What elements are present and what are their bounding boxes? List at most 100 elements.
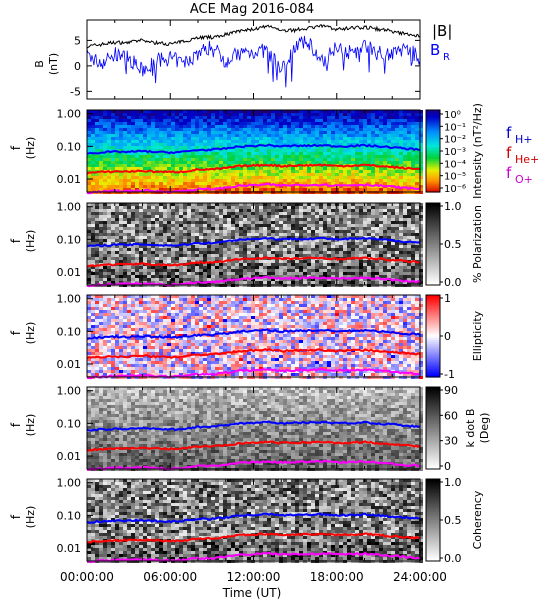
heatmap-cell (223, 230, 227, 233)
heatmap-cell (387, 158, 391, 161)
heatmap-cell (223, 269, 227, 272)
heatmap-cell (355, 245, 359, 248)
heatmap-cell (151, 125, 155, 128)
heatmap-cell (107, 212, 111, 215)
heatmap-cell (99, 230, 103, 233)
heatmap-cell (179, 203, 183, 206)
heatmap-cell (399, 116, 403, 119)
heatmap-cell (387, 221, 391, 224)
heatmap-cell (99, 188, 103, 191)
heatmap-cell (399, 245, 403, 248)
heatmap-cell (275, 143, 279, 146)
heatmap-cell (119, 182, 123, 185)
heatmap-cell (315, 230, 319, 233)
heatmap-cell (203, 131, 207, 134)
heatmap-cell (87, 167, 91, 170)
heatmap-cell (323, 227, 327, 230)
heatmap-cell (303, 140, 307, 143)
heatmap-cell (283, 143, 287, 146)
heatmap-cell (363, 209, 367, 212)
heatmap-cell (415, 227, 419, 230)
heatmap-cell (271, 143, 275, 146)
heatmap-cell (223, 179, 227, 182)
colorbar-tick-label: 10⁻³ (444, 147, 466, 158)
heatmap-cell (255, 128, 259, 131)
heatmap-cell (219, 251, 223, 254)
heatmap-cell (343, 275, 347, 278)
heatmap-cell (195, 221, 199, 224)
heatmap-cell (95, 128, 99, 131)
heatmap-cell (403, 248, 407, 251)
heatmap-cell (419, 140, 423, 143)
heatmap-cell (263, 155, 267, 158)
heatmap-cell (403, 128, 407, 131)
heatmap-cell (339, 239, 343, 242)
heatmap-cell (211, 224, 215, 227)
heatmap-cell (131, 179, 135, 182)
heatmap-cell (411, 134, 415, 137)
heatmap-cell (387, 173, 391, 176)
heatmap-cell (179, 134, 183, 137)
heatmap-cell (111, 152, 115, 155)
heatmap-cell (251, 233, 255, 236)
heatmap-cell (371, 155, 375, 158)
heatmap-cell (131, 248, 135, 251)
heatmap-cell (379, 269, 383, 272)
heatmap-cell (183, 224, 187, 227)
heatmap-cell (275, 275, 279, 278)
heatmap-cell (291, 167, 295, 170)
heatmap-cell (303, 260, 307, 263)
heatmap-cell (287, 158, 291, 161)
heatmap-cell (231, 227, 235, 230)
heatmap-cell (271, 188, 275, 191)
heatmap-cell (387, 245, 391, 248)
heatmap-cell (419, 125, 423, 128)
heatmap-cell (115, 152, 119, 155)
heatmap-cell (167, 281, 171, 284)
heatmap-cell (311, 125, 315, 128)
heatmap-cell (99, 206, 103, 209)
heatmap-cell (411, 203, 415, 206)
heatmap-cell (111, 254, 115, 257)
heatmap-cell (211, 143, 215, 146)
heatmap-cell (131, 182, 135, 185)
heatmap-cell (163, 278, 167, 281)
heatmap-cell (279, 212, 283, 215)
heatmap-cell (191, 170, 195, 173)
heatmap-cell (271, 215, 275, 218)
heatmap-cell (167, 230, 171, 233)
heatmap-cell (131, 227, 135, 230)
heatmap-cell (331, 233, 335, 236)
heatmap-cell (191, 230, 195, 233)
heatmap-cell (287, 113, 291, 116)
heatmap-cell (87, 128, 91, 131)
heatmap-cell (207, 143, 211, 146)
heatmap-cell (99, 227, 103, 230)
heatmap-cell (299, 295, 303, 298)
heatmap-cell (155, 251, 159, 254)
heatmap-cell (199, 125, 203, 128)
heatmap-cell (159, 125, 163, 128)
heatmap-cell (91, 134, 95, 137)
heatmap-cell (159, 230, 163, 233)
heatmap-cell (407, 295, 411, 298)
heatmap-cell (163, 173, 167, 176)
heatmap-cell (87, 233, 91, 236)
heatmap-cell (87, 295, 91, 298)
heatmap-cell (119, 239, 123, 242)
heatmap-cell (147, 221, 151, 224)
heatmap-cell (271, 263, 275, 266)
heatmap-cell (239, 248, 243, 251)
heatmap-cell (391, 110, 395, 113)
heatmap-cell (331, 269, 335, 272)
heatmap-cell (91, 119, 95, 122)
heatmap-cell (159, 298, 163, 301)
heatmap-cell (383, 167, 387, 170)
heatmap-cell (183, 233, 187, 236)
heatmap-cell (267, 298, 271, 301)
heatmap-cell (411, 110, 415, 113)
heatmap-cell (115, 131, 119, 134)
heatmap-cell (355, 295, 359, 298)
heatmap-cell (151, 179, 155, 182)
heatmap-cell (315, 275, 319, 278)
